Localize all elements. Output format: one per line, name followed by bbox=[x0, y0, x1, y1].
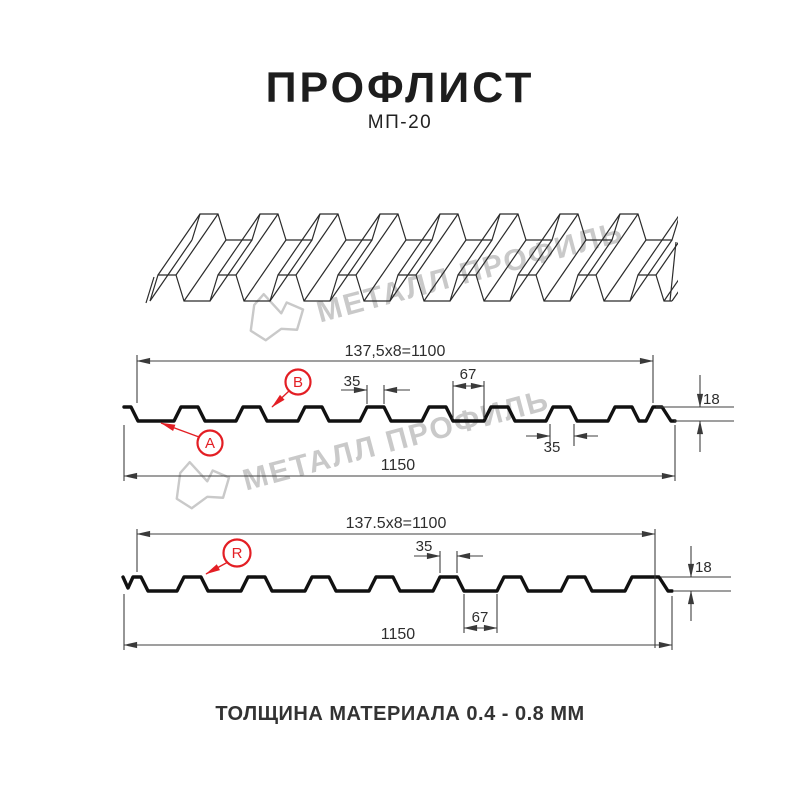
profile-cross-section bbox=[122, 405, 677, 423]
sheet-3d-line bbox=[603, 239, 647, 302]
sheet-3d-line bbox=[157, 213, 201, 276]
callout-b-arrow bbox=[271, 390, 290, 408]
sheet-3d-line bbox=[355, 213, 399, 276]
dim-label-35-bottom: 35 bbox=[544, 439, 561, 456]
sheet-3d-line bbox=[389, 239, 433, 302]
dim-label-35: 35 bbox=[416, 538, 433, 555]
profile-model-subtitle: МП-20 bbox=[367, 112, 433, 133]
dim-label-1100: 137.5x8=1100 bbox=[346, 515, 447, 532]
sheet-3d-line bbox=[483, 239, 527, 302]
sheet-3d-line bbox=[475, 213, 519, 276]
sheet-3d-line bbox=[423, 239, 467, 302]
sheet-3d-line bbox=[415, 213, 459, 276]
sheet-3d-line bbox=[663, 279, 678, 302]
sheet-3d-line bbox=[277, 213, 321, 276]
callout-a-arrow bbox=[160, 422, 200, 438]
sheet-3d-line bbox=[509, 239, 553, 302]
sheet-3d-line bbox=[543, 239, 587, 302]
profile-diagram-top: 137,5x8=1100 35 67 18 35 bbox=[122, 343, 734, 481]
sheet-3d-line bbox=[183, 239, 227, 302]
callout-b-label: B bbox=[293, 374, 303, 391]
metal-profil-logo-icon bbox=[249, 292, 305, 342]
sheet-3d-line bbox=[175, 213, 219, 276]
callout-a-circle bbox=[196, 429, 224, 457]
sheet-3d-line bbox=[637, 215, 678, 276]
callout-a-label: A bbox=[205, 435, 215, 452]
sheet-3d-line bbox=[295, 213, 339, 276]
sheet-3d-line bbox=[329, 239, 373, 302]
sheet-3d-line bbox=[535, 213, 579, 276]
sheet-3d-line bbox=[149, 274, 672, 302]
profile-cross-section bbox=[121, 575, 674, 593]
sheet-3d-line bbox=[209, 239, 253, 302]
sheet-3d-line bbox=[269, 239, 313, 302]
dim-label-35: 35 bbox=[344, 373, 361, 390]
sheet-3d-line bbox=[191, 213, 678, 241]
profile-diagram-bottom: 137.5x8=1100 35 67 18 1150 bbox=[121, 515, 731, 650]
sheet-3d-line bbox=[595, 213, 639, 276]
sheet-3d-line bbox=[363, 239, 407, 302]
material-thickness-note: ТОЛЩИНА МАТЕРИАЛА 0.4 - 0.8 ММ bbox=[215, 703, 585, 725]
sheet-3d-line bbox=[217, 213, 261, 276]
sheet-3d-line bbox=[449, 239, 493, 302]
sheet-3d-line bbox=[337, 213, 381, 276]
watermark-text: МЕТАЛЛ ПРОФИЛЬ bbox=[313, 215, 628, 330]
callout-b-circle bbox=[284, 368, 312, 396]
dim-label-67: 67 bbox=[460, 366, 477, 383]
sheet-3d-line bbox=[235, 213, 279, 276]
sheet-3d-line bbox=[671, 291, 678, 302]
dim-label-1150: 1150 bbox=[381, 457, 416, 474]
sheet-3d-line bbox=[655, 241, 678, 276]
sheet-3d-line bbox=[669, 241, 677, 302]
watermark-upper: МЕТАЛЛ ПРОФИЛЬ bbox=[227, 154, 627, 347]
sheet-3d-line bbox=[397, 213, 441, 276]
sheet-3d-line bbox=[569, 239, 613, 302]
dim-label-1150: 1150 bbox=[381, 626, 416, 643]
page-title: ПРОФЛИСТ bbox=[265, 64, 535, 112]
dim-label-67: 67 bbox=[472, 609, 489, 626]
sheet-3d-line bbox=[303, 239, 347, 302]
callout-r-label: R bbox=[232, 545, 243, 562]
dim-label-18: 18 bbox=[703, 391, 720, 408]
sheet-3d-line bbox=[577, 213, 621, 276]
metal-profil-logo-icon bbox=[175, 460, 231, 510]
sheet-3d-line bbox=[243, 239, 287, 302]
callout-r-circle bbox=[222, 538, 252, 568]
sheet-3d-view bbox=[145, 213, 678, 304]
sheet-3d-line bbox=[457, 213, 501, 276]
sheet-3d-line bbox=[145, 276, 155, 304]
callout-r-arrow bbox=[205, 561, 229, 575]
sheet-3d-line bbox=[149, 239, 193, 302]
watermark-text: МЕТАЛЛ ПРОФИЛЬ bbox=[239, 383, 554, 498]
watermark-lower: МЕТАЛЛ ПРОФИЛЬ bbox=[153, 322, 553, 515]
dim-label-1100: 137,5x8=1100 bbox=[345, 343, 446, 360]
sheet-3d-line bbox=[517, 213, 561, 276]
dim-label-18: 18 bbox=[695, 559, 712, 576]
sheet-3d-line bbox=[629, 239, 673, 302]
